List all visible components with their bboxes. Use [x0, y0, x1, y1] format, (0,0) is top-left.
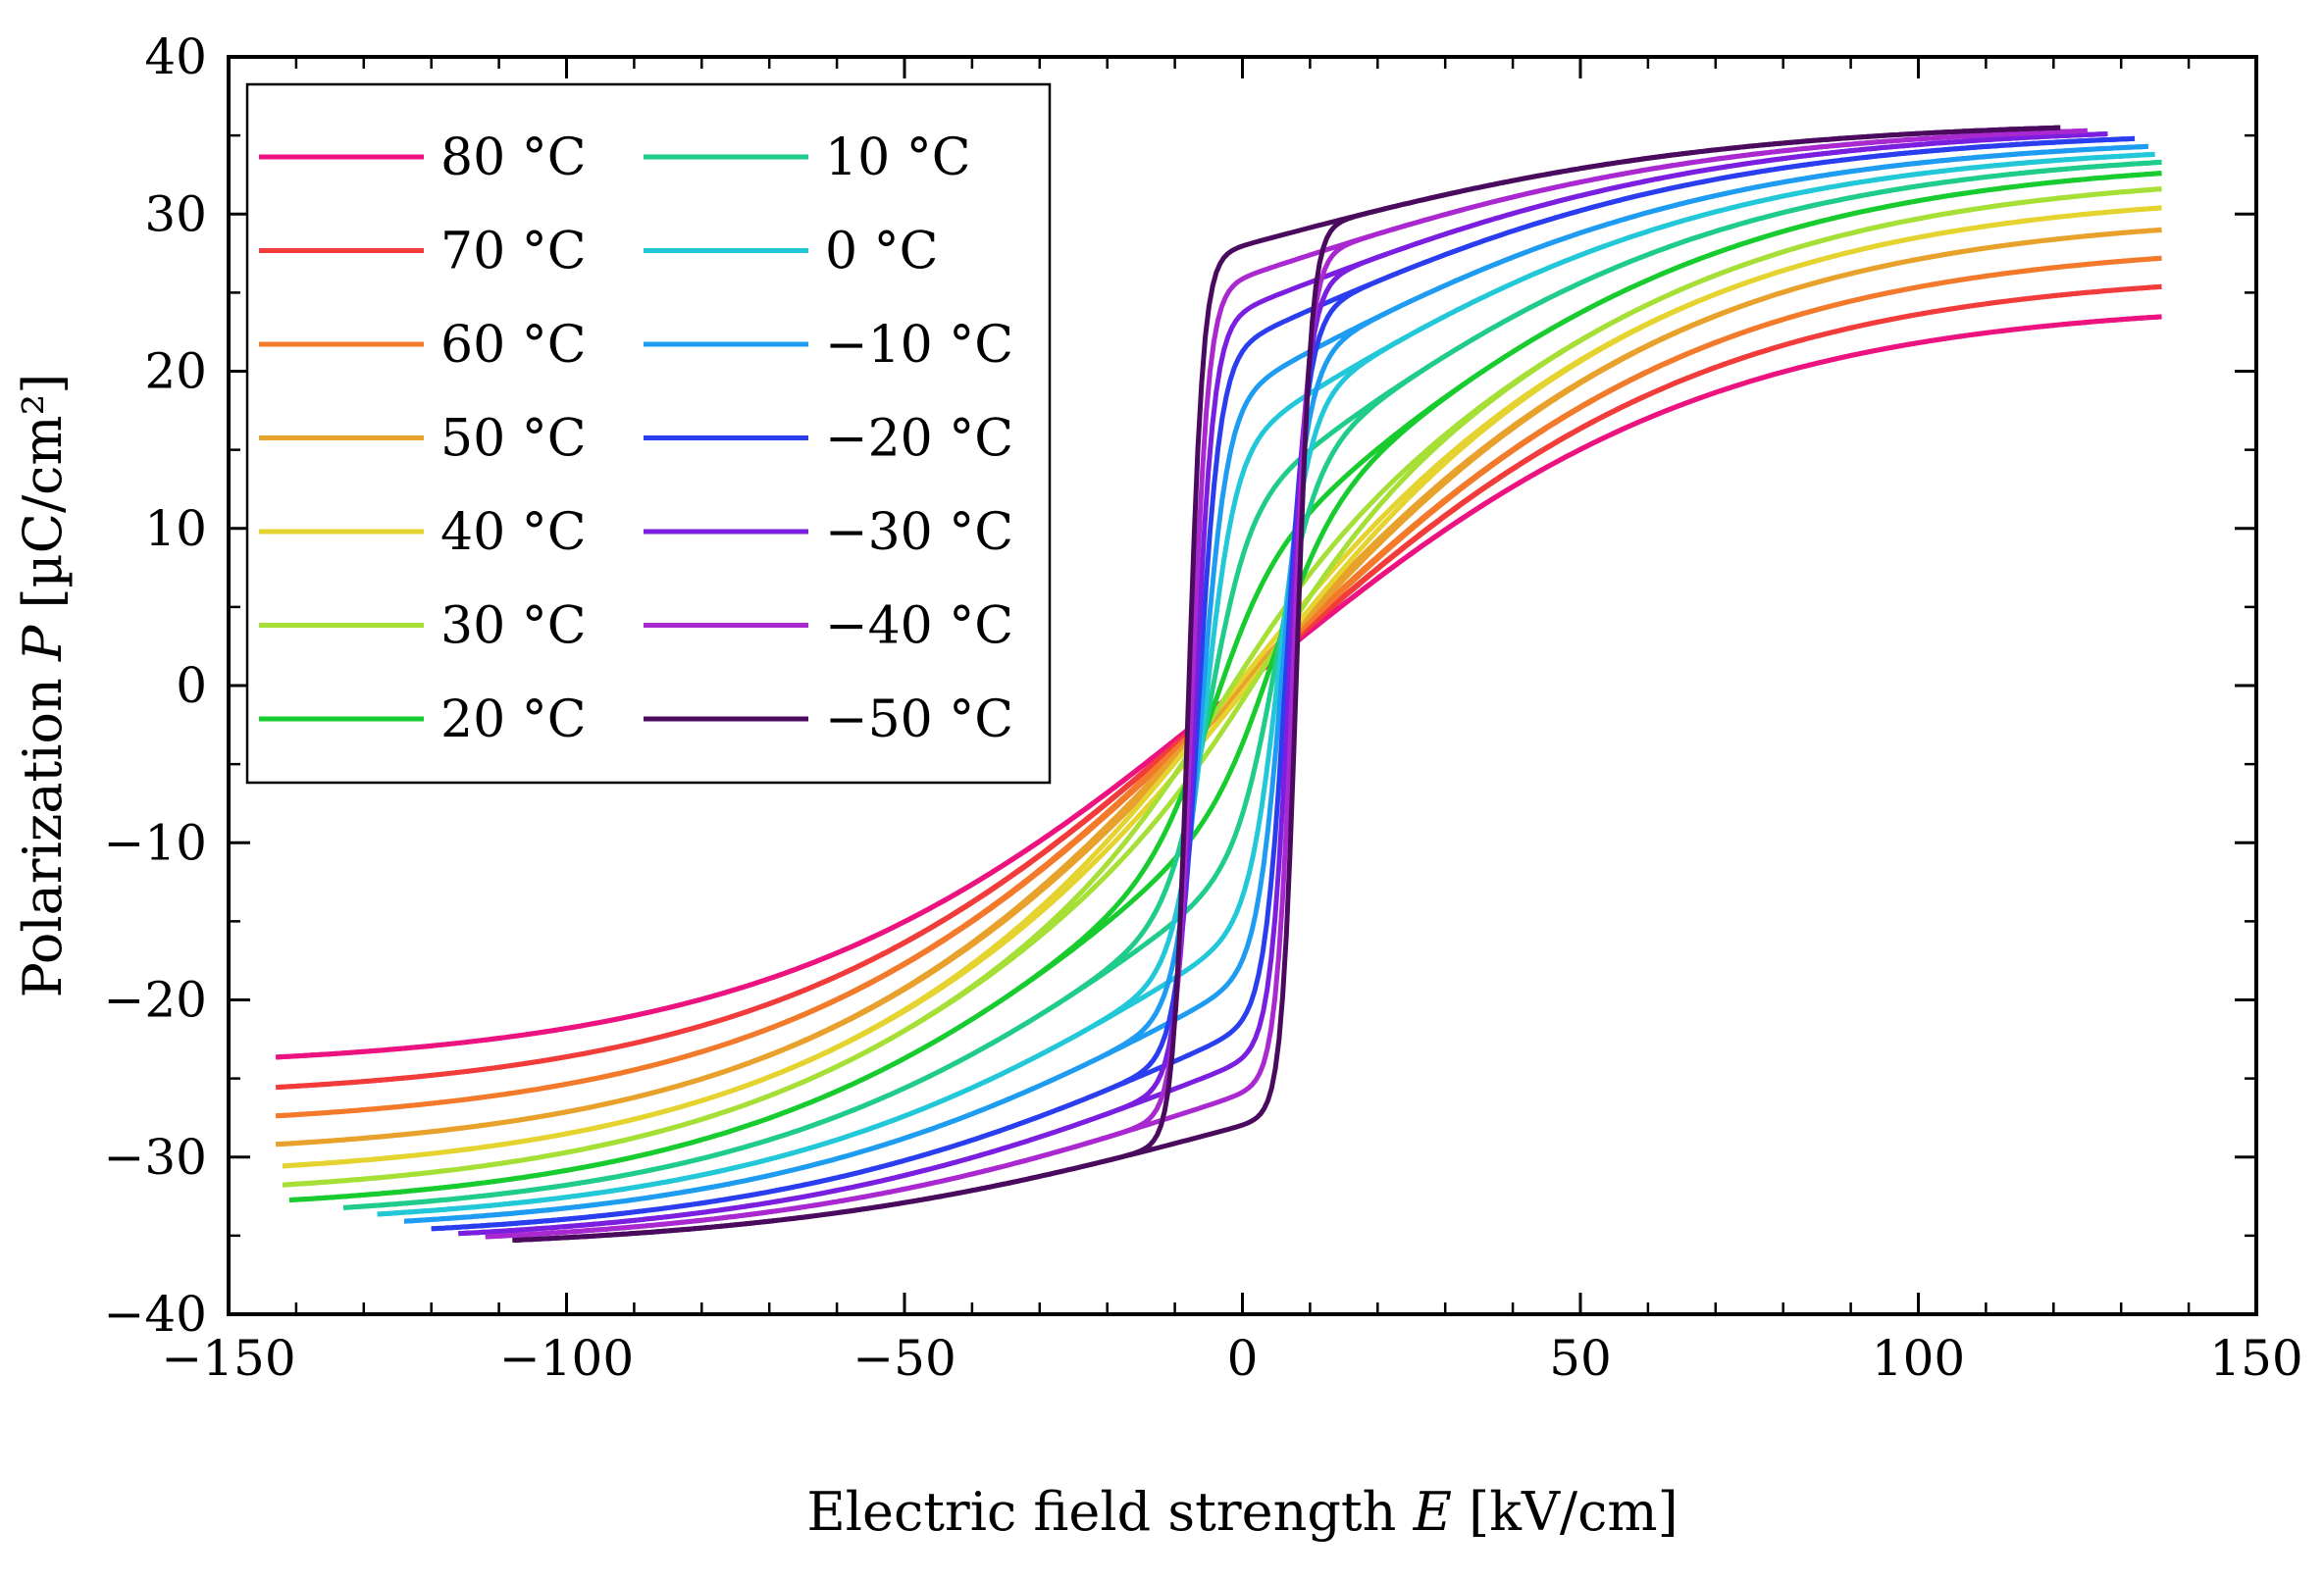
- y-tick-labels: −40 −30 −20 −10 0 10 20 30 40: [103, 28, 207, 1343]
- legend-label: −50 °C: [825, 690, 1013, 749]
- x-tick-label: −100: [499, 1330, 634, 1387]
- curves-layer: [276, 125, 2162, 1243]
- y-tick-label: −20: [103, 972, 207, 1029]
- y-tick-label: 0: [176, 657, 207, 714]
- y-axis-label-symbol: P: [12, 624, 74, 662]
- x-tick-label: −150: [161, 1330, 295, 1387]
- legend-item: −20 °C: [644, 410, 1013, 469]
- curve-ascending: [288, 171, 2162, 1203]
- curve-ascending: [282, 186, 2162, 1188]
- legend-item: −10 °C: [644, 316, 1013, 375]
- y-tick-label: −10: [103, 814, 207, 871]
- y-tick-label: 30: [144, 185, 207, 242]
- legend-box: [245, 82, 1052, 785]
- series-13: [512, 125, 2061, 1243]
- y-axis-label: Polarization P [µC/cm²]: [12, 374, 74, 998]
- legend-label: 60 °C: [440, 316, 586, 375]
- legend-label: 50 °C: [440, 410, 586, 469]
- series-9: [403, 143, 2148, 1224]
- curve-ascending: [342, 159, 2162, 1210]
- x-tick-label: 50: [1549, 1330, 1612, 1387]
- legend-label: −10 °C: [825, 316, 1013, 375]
- x-axis-label-unit: [kV/cm]: [1452, 1481, 1678, 1543]
- curve-ascending: [276, 227, 2162, 1148]
- y-axis-label-text: Polarization: [12, 661, 74, 997]
- legend-item: 70 °C: [259, 223, 586, 281]
- series-7: [342, 159, 2162, 1210]
- legend-label: −20 °C: [825, 410, 1013, 469]
- curve-ascending: [282, 205, 2162, 1169]
- series-6: [288, 171, 2162, 1203]
- x-tick-labels: −150 −100 −50 0 50 100 150: [161, 1330, 2302, 1387]
- curve-ascending: [458, 131, 2108, 1237]
- legend-item: −50 °C: [644, 690, 1013, 749]
- legend-item: 80 °C: [259, 128, 586, 187]
- legend-label: 10 °C: [825, 128, 970, 187]
- curve-ascending: [377, 151, 2155, 1217]
- x-axis-label-text: Electric field strength: [806, 1481, 1413, 1543]
- legend-label: −40 °C: [825, 597, 1013, 656]
- y-tick-label: 40: [144, 28, 207, 85]
- legend-label: −30 °C: [825, 503, 1013, 562]
- y-tick-label: −40: [103, 1286, 207, 1343]
- curve-ascending: [403, 143, 2148, 1224]
- x-tick-label: 150: [2209, 1330, 2302, 1387]
- y-tick-label: −30: [103, 1129, 207, 1186]
- x-axis-label-symbol: E: [1413, 1481, 1452, 1543]
- legend-label: 30 °C: [440, 597, 586, 656]
- series-12: [485, 128, 2088, 1240]
- legend-item: 0 °C: [644, 223, 938, 281]
- y-tick-label: 20: [144, 343, 207, 400]
- y-tick-label: 10: [144, 500, 207, 557]
- legend-label: 40 °C: [440, 503, 586, 562]
- x-axis-label: Electric field strength E [kV/cm]: [806, 1481, 1678, 1543]
- curve-ascending: [485, 128, 2088, 1240]
- legend-label: 0 °C: [825, 223, 938, 281]
- y-axis-label-unit: [µC/cm²]: [12, 374, 74, 626]
- x-tick-label: −50: [852, 1330, 956, 1387]
- legend-item: 50 °C: [259, 410, 586, 469]
- curve-ascending: [431, 135, 2136, 1232]
- series-8: [377, 151, 2155, 1217]
- legend-item: 30 °C: [259, 597, 586, 656]
- series-11: [458, 131, 2108, 1237]
- legend: 80 °C 70 °C 60 °C 50 °C 40 °C 30 °C 20 °C 10 °C…: [245, 82, 1052, 785]
- series-5: [282, 186, 2162, 1188]
- x-tick-label: 0: [1227, 1330, 1259, 1387]
- legend-label: 20 °C: [440, 690, 586, 749]
- curve-ascending: [512, 125, 2061, 1243]
- legend-item: −40 °C: [644, 597, 1013, 656]
- x-tick-label: 100: [1872, 1330, 1965, 1387]
- legend-item: 40 °C: [259, 503, 586, 562]
- legend-item: 10 °C: [644, 128, 970, 187]
- legend-label: 70 °C: [440, 223, 586, 281]
- legend-item: −30 °C: [644, 503, 1013, 562]
- legend-item: 20 °C: [259, 690, 586, 749]
- legend-item: 60 °C: [259, 316, 586, 375]
- legend-label: 80 °C: [440, 128, 586, 187]
- series-10: [431, 135, 2136, 1232]
